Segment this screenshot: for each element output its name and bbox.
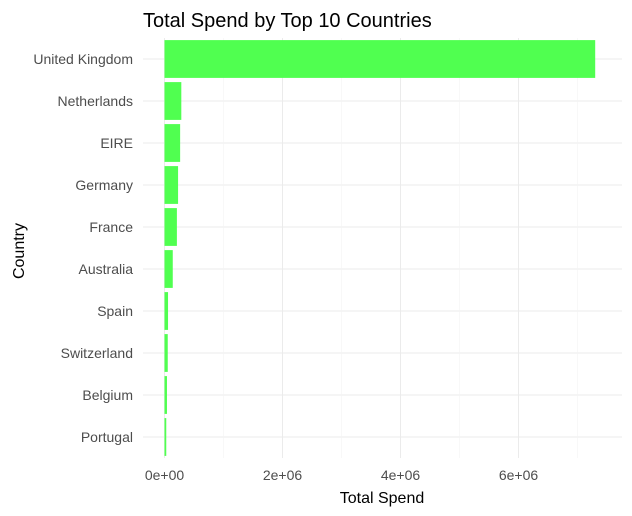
x-tick-labels: 0e+00 2e+06 4e+06 6e+06 <box>145 467 539 483</box>
x-tick-label: 2e+06 <box>263 467 303 483</box>
y-tick-label: EIRE <box>100 135 133 151</box>
y-axis-title: Country <box>11 223 28 279</box>
bar <box>164 166 179 204</box>
x-tick-label: 0e+00 <box>145 467 185 483</box>
bar <box>164 418 167 456</box>
y-tick-label: Belgium <box>82 387 133 403</box>
y-tick-labels: United Kingdom Netherlands EIRE Germany Fran… <box>33 51 133 445</box>
y-tick-label: Australia <box>79 261 134 277</box>
grid-layer <box>143 38 622 458</box>
y-tick-label: Netherlands <box>58 93 134 109</box>
bars-layer <box>164 40 596 456</box>
chart-title: Total Spend by Top 10 Countries <box>143 10 432 32</box>
y-tick-label: Spain <box>97 303 133 319</box>
x-axis-title: Total Spend <box>340 490 425 507</box>
bar <box>164 82 182 120</box>
y-tick-label: Germany <box>75 177 133 193</box>
bar <box>164 208 177 246</box>
x-tick-label: 4e+06 <box>381 467 421 483</box>
x-tick-label: 6e+06 <box>499 467 539 483</box>
y-tick-label: Switzerland <box>61 345 133 361</box>
bar <box>164 40 596 78</box>
bar <box>164 376 167 414</box>
y-tick-label: United Kingdom <box>33 51 133 67</box>
bar <box>164 292 169 330</box>
y-tick-label: Portugal <box>81 429 133 445</box>
y-tick-label: France <box>89 219 133 235</box>
bar <box>164 250 173 288</box>
bar <box>164 334 168 372</box>
bar <box>164 124 181 162</box>
